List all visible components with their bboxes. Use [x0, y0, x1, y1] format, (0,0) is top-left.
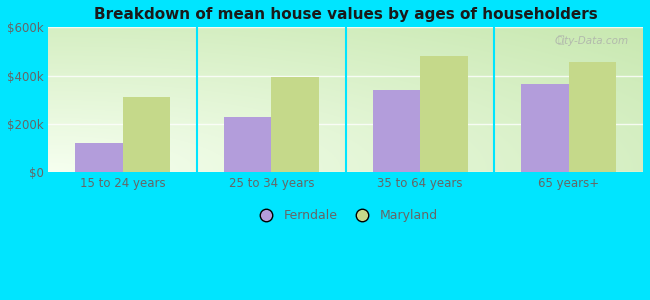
Bar — [521, 84, 569, 172]
Title: Breakdown of mean house values by ages of householders: Breakdown of mean house values by ages o… — [94, 7, 597, 22]
Bar — [75, 143, 123, 172]
Bar — [569, 62, 616, 172]
Text: City-Data.com: City-Data.com — [554, 36, 628, 46]
Text: ⓘ: ⓘ — [558, 34, 565, 44]
Bar — [123, 98, 170, 172]
Bar — [224, 117, 272, 172]
Legend: Ferndale, Maryland: Ferndale, Maryland — [248, 204, 443, 227]
Bar — [372, 90, 420, 172]
Bar — [420, 56, 467, 172]
Bar — [272, 77, 319, 172]
